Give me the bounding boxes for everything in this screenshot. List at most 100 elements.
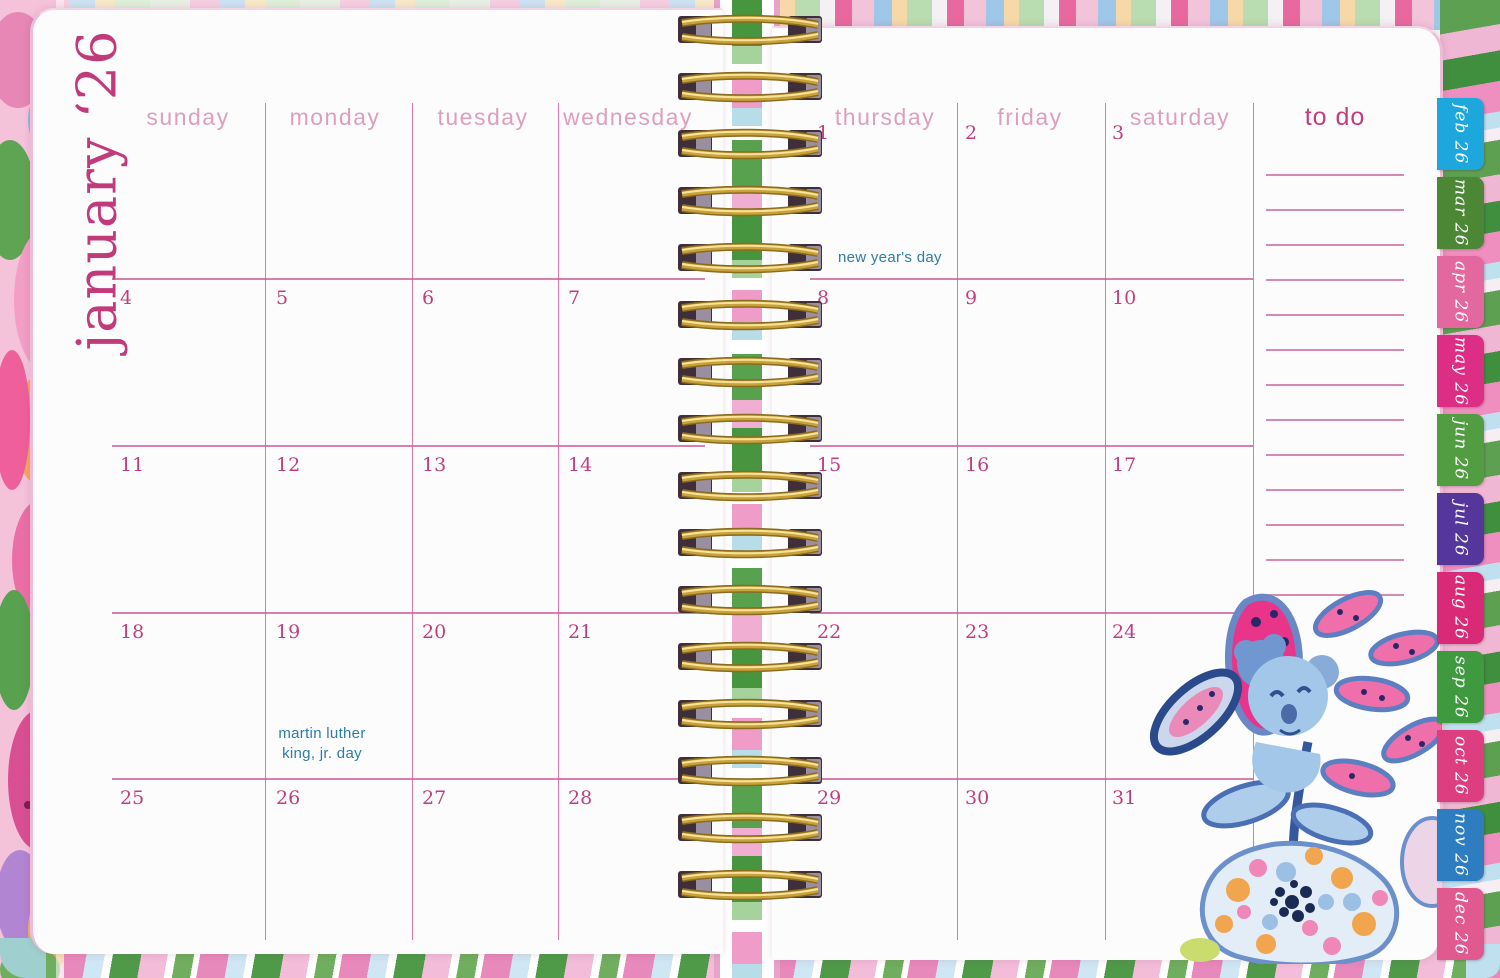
grid-column-line	[265, 103, 266, 940]
binding-coil	[678, 584, 822, 616]
date-cell-24[interactable]: 24	[1112, 621, 1137, 643]
todo-line	[1266, 594, 1404, 596]
date-cell-14[interactable]: 14	[568, 454, 593, 476]
date-cell-13[interactable]: 13	[422, 454, 447, 476]
koala	[1234, 634, 1339, 793]
todo-line	[1266, 209, 1404, 211]
binding-coil	[678, 641, 822, 673]
date-cell-5[interactable]: 5	[276, 287, 289, 309]
binding-coil	[678, 356, 822, 388]
grid-row-line	[810, 278, 1253, 280]
grid-column-line	[1253, 103, 1254, 940]
cover-top-right-pattern	[740, 0, 1500, 30]
binding-coil	[678, 14, 822, 46]
todo-line	[1266, 419, 1404, 421]
tab-sep-26[interactable]: sep 26	[1437, 651, 1484, 723]
weekday-header-sunday: sunday	[146, 104, 230, 130]
binding-coil	[678, 755, 822, 787]
date-cell-20[interactable]: 20	[422, 621, 447, 643]
date-cell-28[interactable]: 28	[568, 787, 593, 809]
date-cell-3[interactable]: 3	[1112, 122, 1125, 144]
tab-aug-26[interactable]: aug 26	[1437, 572, 1484, 644]
date-cell-18[interactable]: 18	[120, 621, 145, 643]
weekday-header-wednesday: wednesday	[563, 104, 693, 130]
todo-line	[1266, 559, 1404, 561]
grid-column-line	[1105, 103, 1106, 940]
grid-column-line	[412, 103, 413, 940]
date-cell-29[interactable]: 29	[817, 787, 842, 809]
binding-coil	[678, 299, 822, 331]
grid-row-line	[112, 445, 705, 447]
grid-row-line	[112, 278, 705, 280]
date-cell-11[interactable]: 11	[120, 454, 145, 476]
date-cell-9[interactable]: 9	[965, 287, 978, 309]
tab-mar-26[interactable]: mar 26	[1437, 177, 1484, 249]
weekday-header-saturday: saturday	[1129, 104, 1231, 130]
holiday-new-years-day: new year's day	[838, 249, 942, 266]
binding-coil	[678, 869, 822, 901]
tab-jun-26[interactable]: jun 26	[1437, 414, 1484, 486]
grid-row-line	[112, 612, 705, 614]
todo-line	[1266, 314, 1404, 316]
right-page	[772, 26, 1443, 960]
date-cell-17[interactable]: 17	[1112, 454, 1137, 476]
tab-apr-26[interactable]: apr 26	[1437, 256, 1484, 328]
holiday-mlk-day: martin luther king, jr. day	[278, 725, 366, 762]
binding-coil	[678, 698, 822, 730]
date-cell-10[interactable]: 10	[1112, 287, 1137, 309]
spiral-binding	[678, 14, 822, 901]
date-cell-6[interactable]: 6	[422, 287, 435, 309]
weekday-header-tuesday: tuesday	[437, 104, 529, 130]
date-cell-16[interactable]: 16	[965, 454, 990, 476]
tab-may-26[interactable]: may 26	[1437, 335, 1484, 407]
tab-feb-26[interactable]: feb 26	[1437, 98, 1484, 170]
grid-row-line	[810, 445, 1253, 447]
todo-line	[1266, 524, 1404, 526]
binding-coil	[678, 128, 822, 160]
date-cell-15[interactable]: 15	[817, 454, 842, 476]
binding-coil	[678, 413, 822, 445]
date-cell-21[interactable]: 21	[568, 621, 593, 643]
grid-row-line	[112, 778, 705, 780]
tab-jul-26[interactable]: jul 26	[1437, 493, 1484, 565]
binding-coil	[678, 527, 822, 559]
weekday-header-friday: friday	[997, 104, 1063, 130]
date-cell-26[interactable]: 26	[276, 787, 301, 809]
tab-oct-26[interactable]: oct 26	[1437, 730, 1484, 802]
date-cell-23[interactable]: 23	[965, 621, 990, 643]
grid-row-line	[810, 612, 1253, 614]
todo-line	[1266, 349, 1404, 351]
weekday-header-thursday: thursday	[834, 104, 936, 130]
date-cell-12[interactable]: 12	[276, 454, 301, 476]
todo-line	[1266, 384, 1404, 386]
date-cell-30[interactable]: 30	[965, 787, 990, 809]
date-cell-7[interactable]: 7	[568, 287, 581, 309]
date-cell-2[interactable]: 2	[965, 122, 978, 144]
todo-line	[1266, 454, 1404, 456]
todo-line	[1266, 174, 1404, 176]
binding-coil	[678, 470, 822, 502]
binding-coil	[678, 71, 822, 103]
todo-line	[1266, 279, 1404, 281]
tab-dec-26[interactable]: dec 26	[1437, 888, 1484, 960]
tab-nov-26[interactable]: nov 26	[1437, 809, 1484, 881]
date-cell-25[interactable]: 25	[120, 787, 145, 809]
date-cell-19[interactable]: 19	[276, 621, 301, 643]
date-cell-22[interactable]: 22	[817, 621, 842, 643]
left-page	[30, 8, 723, 954]
date-cell-27[interactable]: 27	[422, 787, 447, 809]
grid-column-line	[957, 103, 958, 940]
todo-header: to do	[1304, 103, 1366, 131]
todo-line	[1266, 244, 1404, 246]
binding-coil	[678, 242, 822, 274]
binding-coil	[678, 185, 822, 217]
todo-line	[1266, 489, 1404, 491]
date-cell-31[interactable]: 31	[1112, 787, 1137, 809]
floral-koala-illustration	[1149, 590, 1442, 964]
binding-coil	[678, 812, 822, 844]
grid-row-line	[810, 778, 1253, 780]
grid-column-line	[558, 103, 559, 940]
date-cell-4[interactable]: 4	[120, 287, 133, 309]
